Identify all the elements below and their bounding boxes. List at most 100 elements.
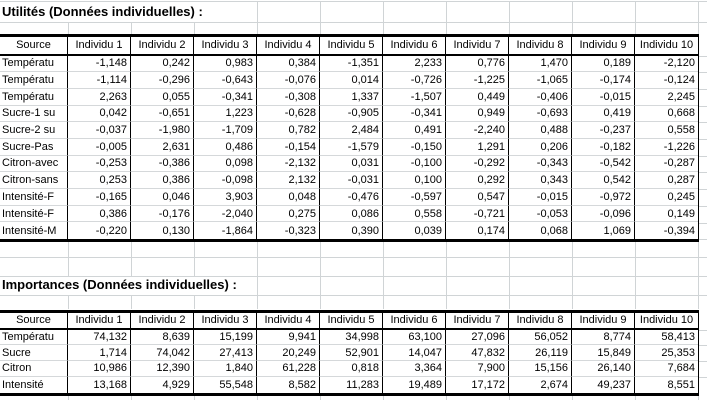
column-header[interactable]: Individu 5 bbox=[320, 37, 383, 56]
value-cell[interactable]: 25,353 bbox=[635, 345, 698, 362]
row-label-cell[interactable]: Citron bbox=[0, 361, 68, 377]
column-header[interactable]: Individu 4 bbox=[257, 37, 320, 56]
value-cell[interactable]: 0,031 bbox=[320, 155, 383, 173]
value-cell[interactable]: 63,100 bbox=[383, 329, 446, 346]
value-cell[interactable]: 0,242 bbox=[131, 55, 194, 73]
column-header[interactable]: Individu 6 bbox=[383, 37, 446, 56]
value-cell[interactable]: 74,042 bbox=[131, 345, 194, 362]
value-cell[interactable]: -0,643 bbox=[194, 72, 257, 89]
value-cell[interactable]: 0,983 bbox=[194, 55, 257, 73]
value-cell[interactable]: 1,470 bbox=[509, 55, 572, 73]
value-cell[interactable]: 0,206 bbox=[509, 138, 572, 156]
value-cell[interactable]: 0,275 bbox=[257, 205, 320, 223]
value-cell[interactable]: 3,903 bbox=[194, 189, 257, 206]
row-label-cell[interactable]: Intensité bbox=[0, 376, 68, 393]
value-cell[interactable]: 27,096 bbox=[446, 329, 509, 346]
value-cell[interactable]: 0,086 bbox=[320, 205, 383, 223]
value-cell[interactable]: 0,558 bbox=[635, 122, 698, 139]
column-header[interactable]: Individu 10 bbox=[635, 312, 698, 330]
value-cell[interactable]: 56,052 bbox=[509, 329, 572, 346]
column-header[interactable]: Individu 8 bbox=[509, 312, 572, 330]
value-cell[interactable]: 1,291 bbox=[446, 138, 509, 156]
value-cell[interactable]: -1,579 bbox=[320, 138, 383, 156]
column-header[interactable]: Individu 1 bbox=[68, 37, 131, 56]
value-cell[interactable]: -0,693 bbox=[509, 105, 572, 123]
value-cell[interactable]: 0,287 bbox=[635, 172, 698, 189]
value-cell[interactable]: 0,098 bbox=[194, 155, 257, 173]
value-cell[interactable]: 0,818 bbox=[320, 361, 383, 377]
column-header[interactable]: Individu 2 bbox=[131, 37, 194, 56]
value-cell[interactable]: 1,223 bbox=[194, 105, 257, 123]
row-label-cell[interactable]: Températu bbox=[0, 72, 68, 89]
value-cell[interactable]: -0,341 bbox=[383, 105, 446, 123]
value-cell[interactable]: 8,774 bbox=[572, 329, 635, 346]
value-cell[interactable]: 2,233 bbox=[383, 55, 446, 73]
value-cell[interactable]: 0,386 bbox=[131, 172, 194, 189]
value-cell[interactable]: -0,096 bbox=[572, 205, 635, 223]
value-cell[interactable]: -0,406 bbox=[509, 88, 572, 106]
column-header[interactable]: Individu 10 bbox=[635, 37, 698, 56]
value-cell[interactable]: 2,245 bbox=[635, 88, 698, 106]
value-cell[interactable]: 0,039 bbox=[383, 222, 446, 240]
value-cell[interactable]: 52,901 bbox=[320, 345, 383, 362]
value-cell[interactable]: -0,476 bbox=[320, 189, 383, 206]
importances-title[interactable]: Importances (Données individuelles) : bbox=[2, 277, 237, 292]
value-cell[interactable]: 1,714 bbox=[68, 345, 131, 362]
value-cell[interactable]: 0,343 bbox=[509, 172, 572, 189]
column-header[interactable]: Individu 1 bbox=[68, 312, 131, 330]
value-cell[interactable]: 8,582 bbox=[257, 376, 320, 393]
value-cell[interactable]: -0,542 bbox=[572, 155, 635, 173]
value-cell[interactable]: -0,308 bbox=[257, 88, 320, 106]
value-cell[interactable]: -0,100 bbox=[383, 155, 446, 173]
value-cell[interactable]: -0,031 bbox=[320, 172, 383, 189]
value-cell[interactable]: -0,098 bbox=[194, 172, 257, 189]
value-cell[interactable]: 0,419 bbox=[572, 105, 635, 123]
column-header[interactable]: Individu 3 bbox=[194, 37, 257, 56]
value-cell[interactable]: -2,120 bbox=[635, 55, 698, 73]
value-cell[interactable]: -0,905 bbox=[320, 105, 383, 123]
value-cell[interactable]: 4,929 bbox=[131, 376, 194, 393]
value-cell[interactable]: -0,394 bbox=[635, 222, 698, 240]
value-cell[interactable]: 0,558 bbox=[383, 205, 446, 223]
value-cell[interactable]: -0,296 bbox=[131, 72, 194, 89]
value-cell[interactable]: -0,053 bbox=[509, 205, 572, 223]
value-cell[interactable]: 61,228 bbox=[257, 361, 320, 377]
value-cell[interactable]: 10,986 bbox=[68, 361, 131, 377]
column-header[interactable]: Individu 3 bbox=[194, 312, 257, 330]
value-cell[interactable]: -0,176 bbox=[131, 205, 194, 223]
value-cell[interactable]: -0,015 bbox=[572, 88, 635, 106]
value-cell[interactable]: 0,949 bbox=[446, 105, 509, 123]
value-cell[interactable]: -0,628 bbox=[257, 105, 320, 123]
column-header[interactable]: Individu 9 bbox=[572, 312, 635, 330]
value-cell[interactable]: 2,263 bbox=[68, 88, 131, 106]
value-cell[interactable]: -0,726 bbox=[383, 72, 446, 89]
value-cell[interactable]: 0,384 bbox=[257, 55, 320, 73]
value-cell[interactable]: -0,220 bbox=[68, 222, 131, 240]
value-cell[interactable]: 0,668 bbox=[635, 105, 698, 123]
value-cell[interactable]: -1,226 bbox=[635, 138, 698, 156]
row-label-cell[interactable]: Sucre bbox=[0, 345, 68, 362]
value-cell[interactable]: 0,042 bbox=[68, 105, 131, 123]
value-cell[interactable]: -0,150 bbox=[383, 138, 446, 156]
column-header[interactable]: Individu 9 bbox=[572, 37, 635, 56]
row-label-cell[interactable]: Sucre-2 su bbox=[0, 122, 68, 139]
utilities-title[interactable]: Utilités (Données individuelles) : bbox=[2, 4, 203, 19]
value-cell[interactable]: -0,292 bbox=[446, 155, 509, 173]
value-cell[interactable]: 2,484 bbox=[320, 122, 383, 139]
value-cell[interactable]: -2,240 bbox=[446, 122, 509, 139]
value-cell[interactable]: -0,972 bbox=[572, 189, 635, 206]
value-cell[interactable]: 26,140 bbox=[572, 361, 635, 377]
column-header[interactable]: Source bbox=[0, 37, 68, 56]
value-cell[interactable]: 0,068 bbox=[509, 222, 572, 240]
value-cell[interactable]: 34,998 bbox=[320, 329, 383, 346]
column-header[interactable]: Individu 6 bbox=[383, 312, 446, 330]
value-cell[interactable]: -0,182 bbox=[572, 138, 635, 156]
value-cell[interactable]: 47,832 bbox=[446, 345, 509, 362]
value-cell[interactable]: 0,149 bbox=[635, 205, 698, 223]
value-cell[interactable]: 0,488 bbox=[509, 122, 572, 139]
column-header[interactable]: Source bbox=[0, 312, 68, 330]
value-cell[interactable]: -0,237 bbox=[572, 122, 635, 139]
value-cell[interactable]: 0,390 bbox=[320, 222, 383, 240]
value-cell[interactable]: 1,069 bbox=[572, 222, 635, 240]
value-cell[interactable]: -0,721 bbox=[446, 205, 509, 223]
